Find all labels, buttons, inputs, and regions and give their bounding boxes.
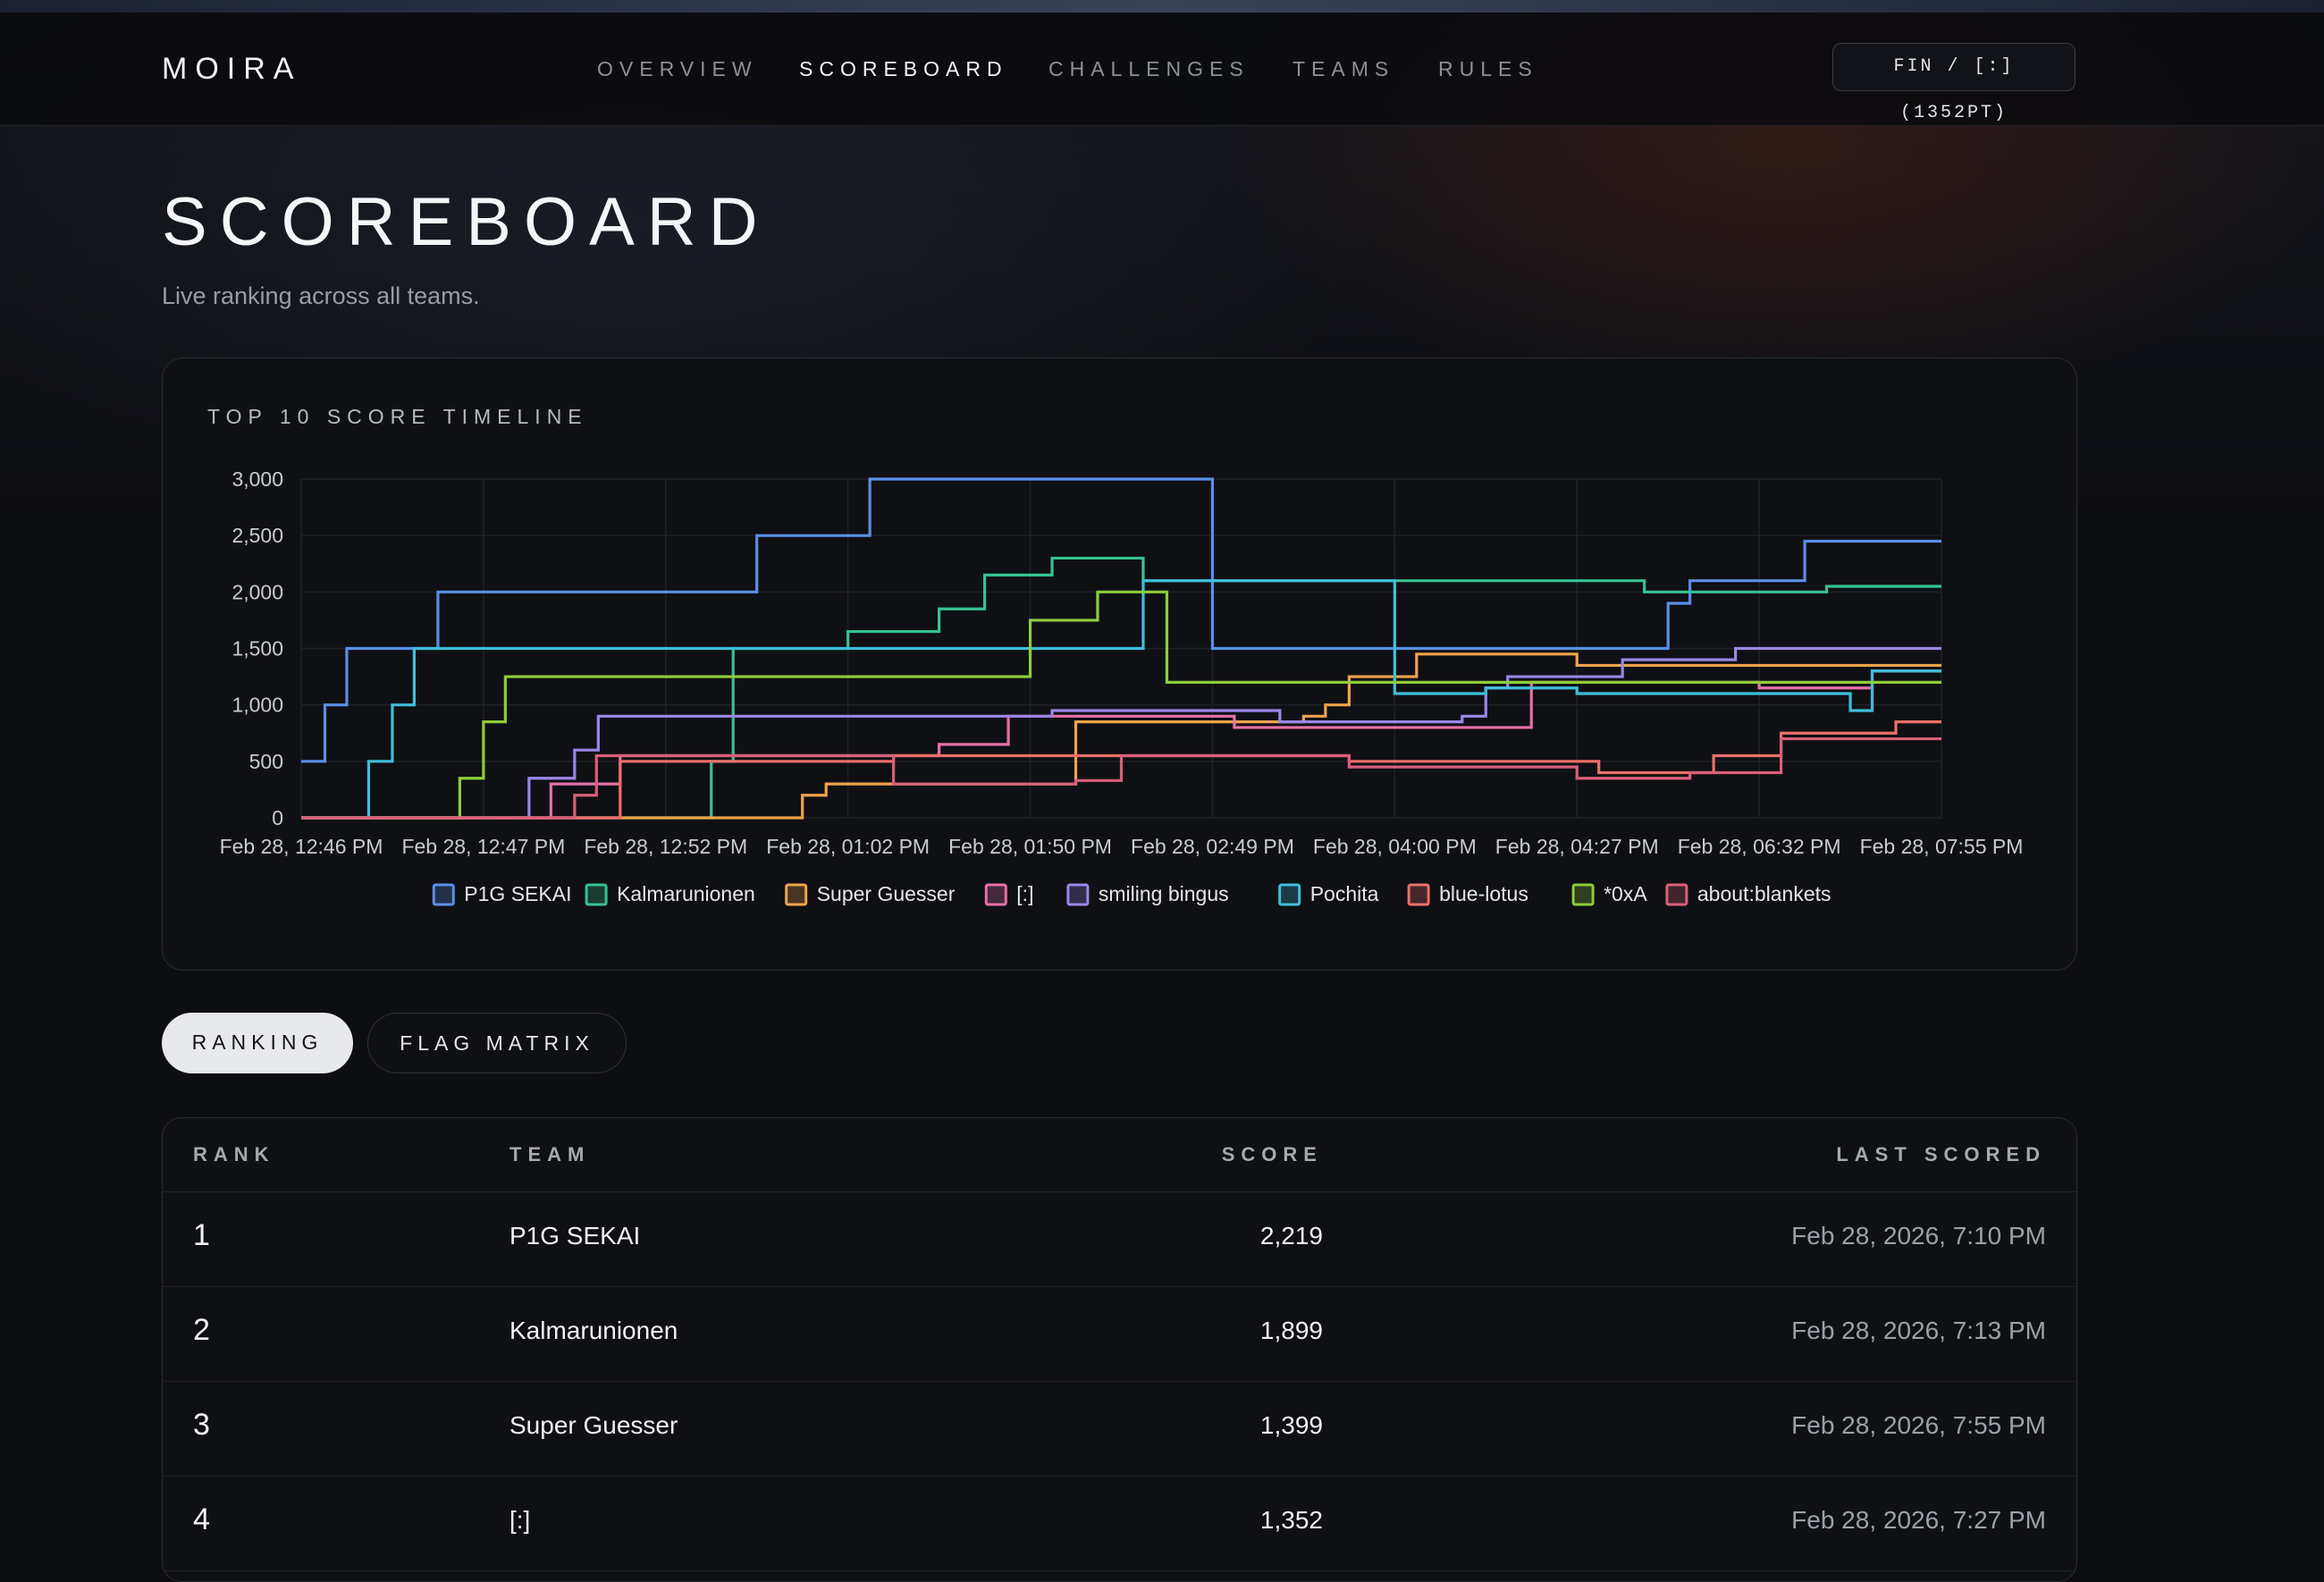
- legend-item: Kalmarunionen: [617, 882, 755, 905]
- x-tick-label: Feb 28, 01:50 PM: [948, 835, 1112, 858]
- table-row[interactable]: 1 P1G SEKAI 2,219 Feb 28, 2026, 7:10 PM: [163, 1191, 2076, 1287]
- legend-item: blue-lotus: [1439, 882, 1528, 905]
- x-tick-label: Feb 28, 12:52 PM: [584, 835, 747, 858]
- last-scored-cell: Feb 28, 2026, 7:55 PM: [1791, 1411, 2046, 1439]
- last-scored-cell: Feb 28, 2026, 7:10 PM: [1791, 1222, 2046, 1250]
- chart-heading: TOP 10 SCORE TIMELINE: [207, 405, 588, 428]
- legend-item: Pochita: [1310, 882, 1379, 905]
- team-link[interactable]: [:]: [509, 1506, 531, 1534]
- y-tick-label: 500: [249, 750, 283, 773]
- nav-rules[interactable]: RULES: [1438, 57, 1538, 80]
- x-tick-label: Feb 28, 04:27 PM: [1495, 835, 1659, 858]
- series-line-pochita: [301, 579, 1941, 820]
- table-header: RANK TEAM SCORE LAST SCORED: [163, 1118, 2076, 1192]
- score-timeline-card: TOP 10 SCORE TIMELINE 3,000 2,500 2,000 1,5…: [162, 358, 2077, 971]
- legend-item: *0xA: [1604, 882, 1647, 905]
- team-link[interactable]: Super Guesser: [509, 1411, 678, 1439]
- series-line--0xa: [301, 590, 1941, 820]
- legend-swatch: [1407, 883, 1430, 906]
- browser-top-strip: [0, 0, 2324, 13]
- legend-item: about:blankets: [1697, 882, 1831, 905]
- tab-flag-matrix[interactable]: FLAG MATRIX: [367, 1013, 627, 1073]
- last-scored-cell: Feb 28, 2026, 7:27 PM: [1791, 1506, 2046, 1534]
- column-header-last-scored[interactable]: LAST SCORED: [1836, 1143, 2046, 1165]
- series-line-smiling-bingus: [301, 646, 1941, 820]
- legend-swatch: [1665, 883, 1688, 906]
- series-line-about-blankets: [301, 736, 1941, 820]
- legend-item: Super Guesser: [817, 882, 956, 905]
- tab-ranking[interactable]: RANKING: [162, 1013, 353, 1073]
- y-tick-label: 2,000: [232, 580, 283, 603]
- team-link[interactable]: Kalmarunionen: [509, 1317, 678, 1344]
- column-header-team[interactable]: TEAM: [509, 1143, 591, 1165]
- y-tick-label: 1,000: [232, 694, 283, 717]
- rank-cell: 4: [193, 1502, 210, 1536]
- score-cell: 2,219: [1259, 1222, 1323, 1250]
- y-tick-label: 3,000: [232, 467, 283, 491]
- legend-swatch: [1278, 883, 1301, 906]
- legend-swatch: [1571, 883, 1595, 906]
- x-tick-label: Feb 28, 06:32 PM: [1678, 835, 1841, 858]
- x-tick-label: Feb 28, 12:46 PM: [220, 835, 383, 858]
- team-link[interactable]: P1G SEKAI: [509, 1222, 641, 1250]
- score-cell: 1,399: [1259, 1411, 1323, 1439]
- y-tick-label: 2,500: [232, 524, 283, 547]
- legend-swatch: [785, 883, 808, 906]
- x-tick-label: Feb 28, 04:00 PM: [1313, 835, 1477, 858]
- score-timeline-chart: 3,000 2,500 2,000 1,500 1,000 500 0 Feb 28, 12:…: [220, 467, 2024, 906]
- series-line-blue-lotus: [301, 720, 1941, 820]
- x-tick-label: Feb 28, 02:49 PM: [1131, 835, 1294, 858]
- rank-cell: 2: [193, 1313, 210, 1347]
- legend-item: P1G SEKAI: [464, 882, 571, 905]
- column-header-rank[interactable]: RANK: [193, 1143, 275, 1165]
- series-line--: [301, 669, 1941, 820]
- y-tick-label: 1,500: [232, 637, 283, 661]
- legend-swatch: [432, 883, 455, 906]
- score-cell: 1,352: [1259, 1506, 1323, 1534]
- nav-challenges[interactable]: CHALLENGES: [1048, 57, 1250, 80]
- page-subtitle: Live ranking across all teams.: [162, 282, 480, 309]
- page-title: SCOREBOARD: [162, 184, 770, 260]
- rank-cell: 1: [193, 1218, 210, 1252]
- rank-cell: 3: [193, 1408, 210, 1442]
- app-logo[interactable]: MOIRA: [162, 52, 302, 86]
- table-row[interactable]: 2 Kalmarunionen 1,899 Feb 28, 2026, 7:13…: [163, 1286, 2076, 1382]
- nav-scoreboard[interactable]: SCOREBOARD: [799, 57, 1008, 80]
- series-line-p1g-sekai: [301, 477, 1941, 763]
- legend-swatch: [1066, 883, 1090, 906]
- current-team-pill[interactable]: FIN / [:] (1352PT): [1832, 43, 2076, 123]
- last-scored-cell: Feb 28, 2026, 7:13 PM: [1791, 1317, 2046, 1344]
- x-tick-label: Feb 28, 01:02 PM: [766, 835, 930, 858]
- series-line-super-guesser: [301, 652, 1941, 820]
- legend-swatch: [585, 883, 608, 906]
- y-tick-label: 0: [272, 806, 283, 829]
- table-row[interactable]: 3 Super Guesser 1,399 Feb 28, 2026, 7:55…: [163, 1381, 2076, 1477]
- legend-swatch: [984, 883, 1007, 906]
- x-tick-label: Feb 28, 12:47 PM: [401, 835, 565, 858]
- x-tick-label: Feb 28, 07:55 PM: [1860, 835, 2024, 858]
- legend-item: smiling bingus: [1099, 882, 1229, 905]
- nav-overview[interactable]: OVERVIEW: [597, 57, 758, 80]
- score-cell: 1,899: [1259, 1317, 1323, 1344]
- nav-teams[interactable]: TEAMS: [1293, 57, 1395, 80]
- table-row[interactable]: 4 [:] 1,352 Feb 28, 2026, 7:27 PM: [163, 1476, 2076, 1571]
- column-header-score[interactable]: SCORE: [1221, 1143, 1323, 1165]
- ranking-table: RANK TEAM SCORE LAST SCORED 1 P1G SEKAI …: [162, 1117, 2077, 1582]
- top-navbar: MOIRA OVERVIEW SCOREBOARD CHALLENGES TEA…: [0, 13, 2324, 126]
- legend-item: [:]: [1016, 882, 1033, 905]
